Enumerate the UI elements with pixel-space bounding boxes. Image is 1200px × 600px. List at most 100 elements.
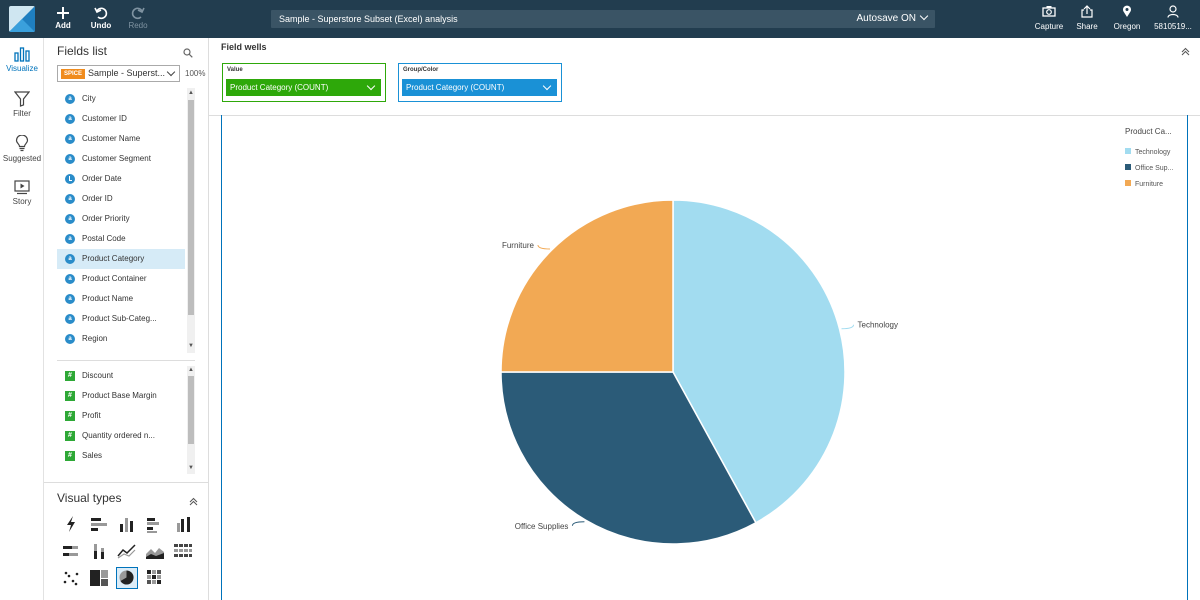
field-postal-code[interactable]: a Postal Code — [57, 229, 185, 249]
text-field-icon: a — [65, 113, 75, 124]
field-order-date[interactable]: Order Date — [57, 169, 185, 189]
add-button[interactable]: Add — [43, 4, 83, 36]
pie-chart-visual[interactable]: Technology Office Supplies Furniture Produ… — [221, 115, 1188, 600]
group-color-field-well[interactable]: Group/Color Product Category (COUNT) — [398, 63, 562, 102]
rail-label-suggested: Suggested — [2, 154, 42, 163]
add-label: Add — [55, 21, 71, 30]
slice-label-furniture: Furniture — [502, 241, 535, 250]
legend-item-furniture[interactable]: Furniture — [1125, 180, 1163, 188]
pivot-table-icon[interactable] — [172, 540, 194, 562]
rail-item-story[interactable]: Story — [0, 180, 44, 206]
chevron-up-icon[interactable] — [1181, 43, 1190, 61]
legend-item-technology[interactable]: Technology — [1125, 148, 1171, 156]
text-field-icon: a — [65, 313, 75, 324]
search-icon[interactable] — [183, 45, 193, 63]
dataset-select[interactable]: SPICE Sample - Superst... — [57, 65, 180, 82]
main-area: Field wells Value Product Category (COUN… — [209, 38, 1200, 600]
group-field-pill[interactable]: Product Category (COUNT) — [402, 79, 557, 96]
lightbulb-icon — [15, 135, 29, 152]
slice-label-office-supplies: Office Supplies — [515, 522, 569, 531]
redo-label: Redo — [128, 21, 148, 30]
stacked-bar-icon[interactable] — [60, 540, 82, 562]
number-field-icon: # — [65, 430, 75, 441]
chevron-down-icon — [366, 81, 376, 91]
field-product-name[interactable]: a Product Name — [57, 289, 185, 309]
dimension-scroll-thumb[interactable] — [188, 100, 194, 315]
rail-item-filter[interactable]: Filter — [0, 91, 44, 118]
text-field-icon: a — [65, 253, 75, 264]
stacked-column-icon[interactable] — [88, 540, 110, 562]
chevron-up-icon[interactable] — [189, 493, 198, 511]
rail-item-visualize[interactable]: Visualize — [0, 46, 44, 73]
field-customer-name[interactable]: a Customer Name — [57, 129, 185, 149]
pie-slice-office-supplies[interactable] — [500, 371, 757, 545]
field-order-priority[interactable]: a Order Priority — [57, 209, 185, 229]
line-chart-icon[interactable] — [116, 540, 138, 562]
vertical-bar-icon[interactable] — [116, 513, 138, 535]
field-label: Order ID — [82, 194, 113, 203]
slice-label-technology: Technology — [858, 321, 898, 330]
field-product-container[interactable]: a Product Container — [57, 269, 185, 289]
value-field-well[interactable]: Value Product Category (COUNT) — [222, 63, 386, 102]
rail-item-suggested[interactable]: Suggested — [0, 135, 44, 163]
field-quantity-ordered[interactable]: # Quantity ordered n... — [57, 426, 185, 446]
filter-icon — [14, 91, 30, 107]
camera-icon — [1028, 5, 1070, 22]
field-product-base-margin[interactable]: # Product Base Margin — [57, 386, 185, 406]
share-button[interactable]: Share — [1066, 5, 1108, 31]
legend-item-office-supplies[interactable]: Office Sup... — [1125, 164, 1173, 172]
field-label: Quantity ordered n... — [82, 431, 155, 440]
undo-button[interactable]: Undo — [81, 4, 121, 36]
heat-map-icon[interactable] — [144, 567, 166, 589]
field-label: Region — [82, 334, 108, 343]
field-customer-segment[interactable]: a Customer Segment — [57, 149, 185, 169]
list-splitter[interactable] — [57, 360, 195, 361]
measure-field-list: # Discount # Product Base Margin # Profit #… — [57, 366, 185, 466]
clustered-column-icon[interactable] — [172, 513, 194, 535]
redo-button[interactable]: Redo — [118, 4, 158, 36]
field-product-sub-category[interactable]: a Product Sub-Categ... — [57, 309, 185, 329]
field-product-category[interactable]: a Product Category — [57, 249, 185, 269]
scroll-up-icon[interactable]: ▲ — [188, 367, 194, 373]
field-city[interactable]: a City — [57, 89, 185, 109]
scroll-down-icon[interactable]: ▼ — [188, 343, 194, 349]
measure-scroll-thumb[interactable] — [188, 376, 194, 444]
user-label: 5810519... — [1154, 22, 1192, 31]
pie-chart-icon[interactable] — [116, 567, 138, 589]
number-field-icon: # — [65, 390, 75, 401]
region-button[interactable]: Oregon — [1106, 5, 1148, 31]
field-customer-id[interactable]: a Customer ID — [57, 109, 185, 129]
user-button[interactable]: 5810519... — [1152, 5, 1194, 31]
analysis-title[interactable]: Sample - Superstore Subset (Excel) analy… — [271, 10, 935, 28]
undo-icon — [81, 4, 121, 21]
capture-label: Capture — [1034, 22, 1064, 31]
pie-slice-technology[interactable] — [672, 199, 846, 524]
capture-button[interactable]: Capture — [1028, 5, 1070, 31]
scatter-plot-icon[interactable] — [60, 567, 82, 589]
text-field-icon: a — [65, 93, 75, 104]
leader-line — [537, 244, 550, 250]
text-field-icon: a — [65, 233, 75, 244]
field-order-id[interactable]: a Order ID — [57, 189, 185, 209]
autograph-icon[interactable] — [60, 513, 82, 535]
value-field-pill[interactable]: Product Category (COUNT) — [226, 79, 381, 96]
scroll-down-icon[interactable]: ▼ — [188, 465, 194, 471]
scroll-up-icon[interactable]: ▲ — [188, 90, 194, 96]
tree-map-icon[interactable] — [88, 567, 110, 589]
text-field-icon: a — [65, 133, 75, 144]
date-field-icon — [65, 173, 75, 184]
clustered-bar-icon[interactable] — [144, 513, 166, 535]
field-profit[interactable]: # Profit — [57, 406, 185, 426]
horizontal-bar-icon[interactable] — [88, 513, 110, 535]
quicksight-logo[interactable] — [9, 6, 35, 32]
area-chart-icon[interactable] — [144, 540, 166, 562]
field-region[interactable]: a Region — [57, 329, 185, 349]
legend-label: Technology — [1135, 149, 1171, 156]
pie-slice-furniture[interactable] — [500, 199, 674, 373]
text-field-icon: a — [65, 273, 75, 284]
autosave-toggle[interactable]: Autosave ON — [857, 10, 929, 28]
dataset-name: Sample - Superst... — [88, 68, 166, 78]
user-icon — [1152, 5, 1194, 22]
field-discount[interactable]: # Discount — [57, 366, 185, 386]
field-sales[interactable]: # Sales — [57, 446, 185, 466]
